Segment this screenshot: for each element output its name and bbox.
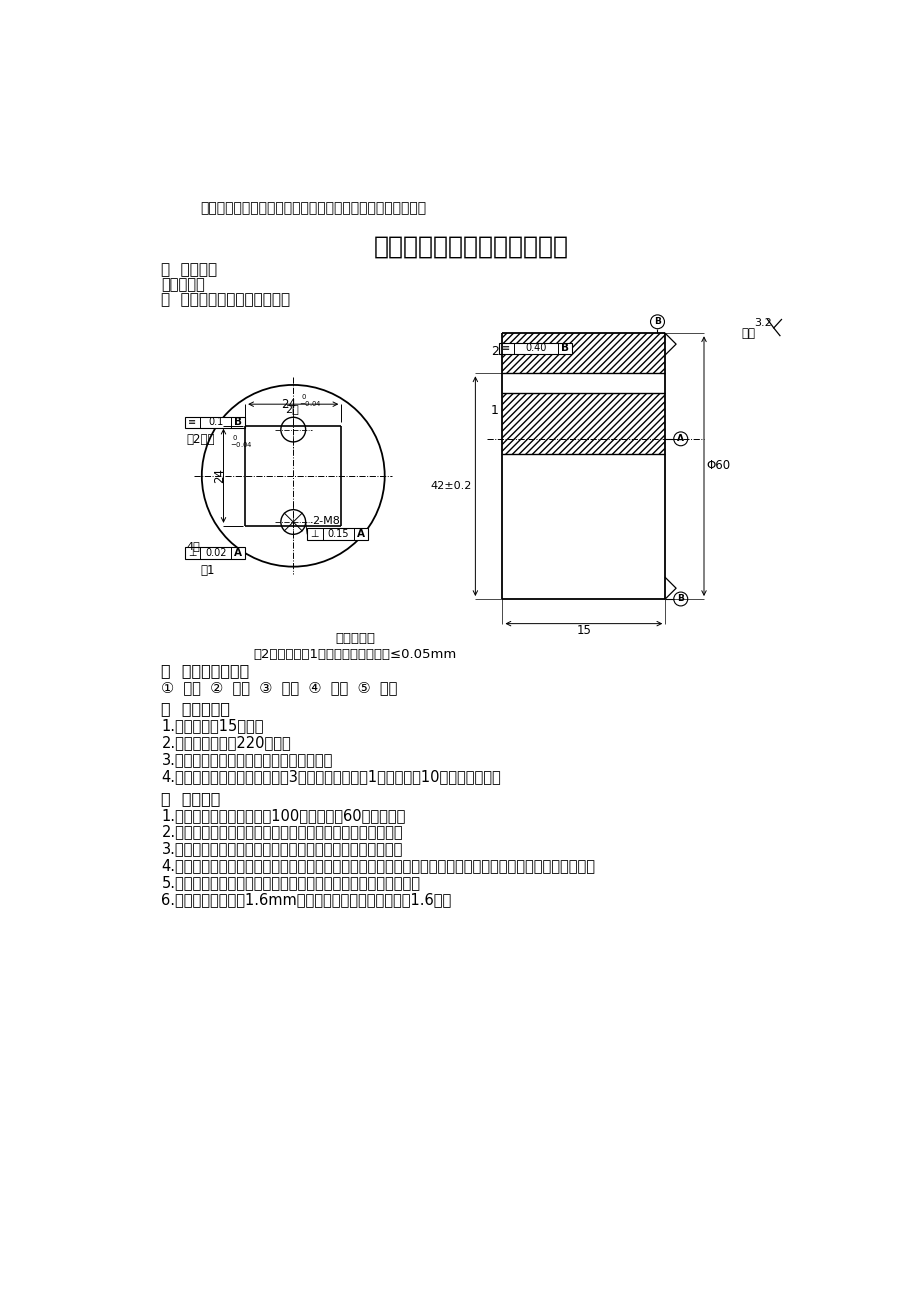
Text: 3.计时从领取工件开始，至完工交件结束。: 3.计时从领取工件开始，至完工交件结束。 — [162, 753, 333, 767]
Text: ≡: ≡ — [502, 344, 510, 353]
Text: B: B — [653, 318, 660, 327]
Text: 件1: 件1 — [200, 564, 214, 577]
Bar — [502, 333, 664, 374]
Text: Φ60: Φ60 — [706, 460, 730, 473]
Text: 技术要求：: 技术要求： — [335, 631, 375, 644]
Text: 5.凡有对称、互换、调面要求的考件，均按换位后最大误差计算。: 5.凡有对称、互换、调面要求的考件，均按换位后最大误差计算。 — [162, 875, 420, 891]
Text: 件2正方孔按件1配做，配合互换间隙≤0.05mm: 件2正方孔按件1配做，配合互换间隙≤0.05mm — [254, 647, 457, 660]
Text: $^{\ 0}_{-0.04}$: $^{\ 0}_{-0.04}$ — [230, 434, 252, 450]
Text: 2-M8: 2-M8 — [312, 516, 340, 526]
Text: 42±0.2: 42±0.2 — [430, 480, 471, 491]
Text: 其余: 其余 — [741, 327, 754, 340]
Text: ≡: ≡ — [188, 417, 197, 427]
Text: 0.1: 0.1 — [208, 417, 223, 427]
Text: 1.准备时间：15分钟。: 1.准备时间：15分钟。 — [162, 719, 264, 733]
Text: 2处: 2处 — [285, 404, 299, 414]
Text: 4.规定时间内全部完成，每超时3分钟，从总分中扣1分，总超时10分钟停止作业。: 4.规定时间内全部完成，每超时3分钟，从总分中扣1分，总超时10分钟停止作业。 — [162, 769, 501, 784]
Text: 四方镶配件: 四方镶配件 — [162, 277, 205, 292]
Text: 24: 24 — [281, 397, 296, 410]
Text: 一  试题名称: 一 试题名称 — [162, 262, 218, 277]
Text: 1.本技能试卷采用百分制，100分为满分，60分为及格。: 1.本技能试卷采用百分制，100分为满分，60分为及格。 — [162, 807, 405, 823]
Text: B: B — [676, 595, 684, 604]
Text: 15: 15 — [576, 625, 591, 638]
Text: 1: 1 — [491, 404, 498, 417]
Text: 6.属镶配件，口端深1.6mm处间隙应不大于其配合间隙的1.6倍。: 6.属镶配件，口端深1.6mm处间隙应不大于其配合间隙的1.6倍。 — [162, 892, 451, 907]
Text: 2: 2 — [491, 345, 498, 358]
Text: 0.15: 0.15 — [327, 529, 348, 539]
Text: 3.每一检测尺寸的检测点应不少于两点，并以最大误差计算。: 3.每一检测尺寸的检测点应不少于两点，并以最大误差计算。 — [162, 841, 403, 857]
Text: 4处: 4处 — [186, 542, 199, 551]
Text: B: B — [234, 417, 242, 427]
Text: A: A — [357, 529, 364, 539]
Text: 0.40: 0.40 — [525, 344, 546, 353]
Text: 件2方孔: 件2方孔 — [186, 434, 214, 447]
Text: 五  考核评分: 五 考核评分 — [162, 790, 221, 806]
Text: 三  操作要点的说明: 三 操作要点的说明 — [162, 663, 249, 678]
Text: 3.2: 3.2 — [754, 318, 771, 328]
FancyBboxPatch shape — [185, 547, 245, 559]
Text: 技术比武实际考试题（钳工）: 技术比武实际考试题（钳工） — [374, 234, 568, 259]
Text: 四  考核总时限: 四 考核总时限 — [162, 702, 231, 716]
Bar — [502, 393, 664, 454]
Text: 0.02: 0.02 — [205, 548, 226, 559]
FancyBboxPatch shape — [307, 529, 368, 540]
Text: ⊥: ⊥ — [188, 548, 197, 559]
Text: 24: 24 — [213, 469, 226, 483]
FancyBboxPatch shape — [185, 417, 245, 428]
Text: 4.按单项记分、扣分；同一项目中，有相同内容的，单独检测，单独评分，若该处不合格，仅扣该处所占配分。: 4.按单项记分、扣分；同一项目中，有相同内容的，单独检测，单独评分，若该处不合格… — [162, 858, 595, 874]
Text: A: A — [234, 548, 242, 559]
FancyBboxPatch shape — [498, 342, 572, 354]
Text: $^{\ 0}_{-0.04}$: $^{\ 0}_{-0.04}$ — [299, 393, 322, 410]
Text: 二  试题文字或图标的技术说明: 二 试题文字或图标的技术说明 — [162, 293, 290, 307]
Text: ⊥: ⊥ — [311, 529, 319, 539]
Text: ①  划线  ②  锯削  ③  锉削  ④  钻孔  ⑤  攻丝: ① 划线 ② 锯削 ③ 锉削 ④ 钻孔 ⑤ 攻丝 — [162, 680, 397, 695]
Text: B: B — [561, 344, 569, 353]
Text: A: A — [676, 435, 684, 443]
Text: 标题：安泰公司内部技能鉴定－机修钳工高级工实际操作项目: 标题：安泰公司内部技能鉴定－机修钳工高级工实际操作项目 — [200, 201, 425, 215]
Text: 2.正式操作时间：220分钟。: 2.正式操作时间：220分钟。 — [162, 736, 291, 750]
Text: 2.各项制的配分是依据考件精度的高低及加工难易程度而定。: 2.各项制的配分是依据考件精度的高低及加工难易程度而定。 — [162, 824, 403, 840]
